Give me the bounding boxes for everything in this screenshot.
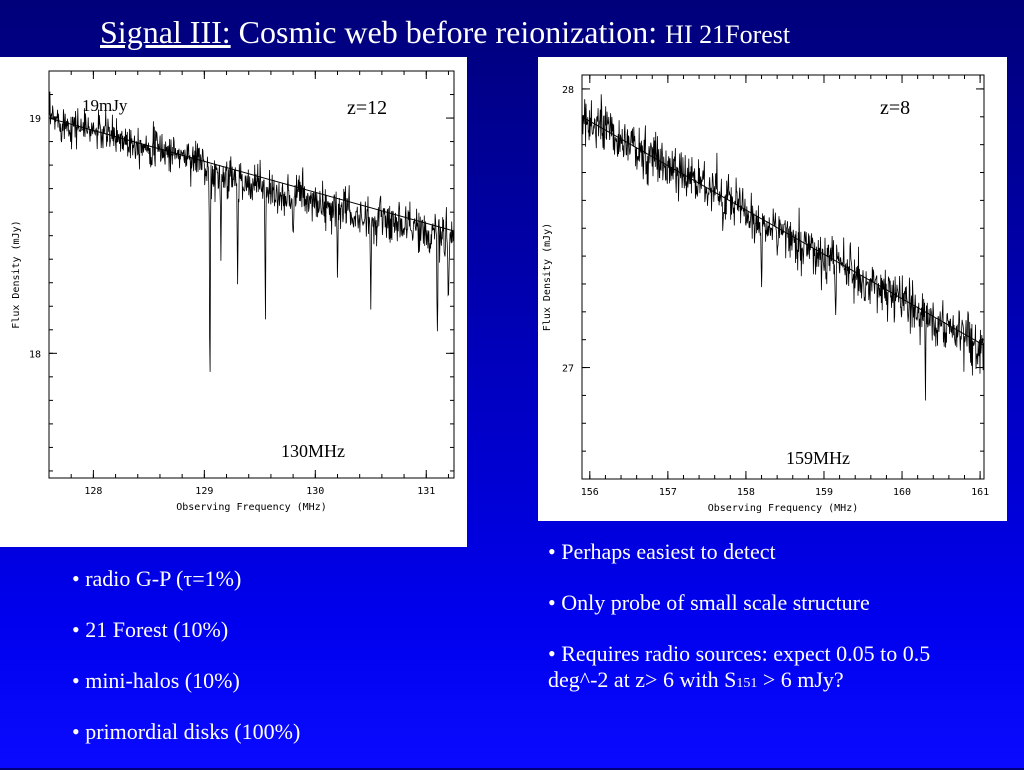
plot-frame	[581, 74, 985, 480]
y-axis-label: Flux Density (mJy)	[11, 220, 22, 328]
bullet-mini-halos: • mini-halos (10%)	[72, 668, 240, 693]
chart-annotation: z=8	[880, 97, 910, 119]
x-tick-label: 128	[84, 486, 102, 497]
x-tick-label: 129	[195, 486, 213, 497]
spectrum-series	[48, 91, 455, 372]
chart-annotation: z=12	[347, 97, 387, 119]
y-tick-label: 28	[562, 85, 574, 96]
chart-panel-z12: 128 129 130 131 18 19 Observing Frequency (MHz…	[0, 57, 467, 547]
chart-panel-z8: 156 157 158 159 160 161 27 28 Observing Frequenc…	[538, 57, 1007, 521]
bullet-requires-text: • Requires radio sources: expect 0.05 to…	[548, 641, 931, 692]
x-tick-label: 158	[737, 487, 755, 498]
tau-symbol: τ	[183, 566, 193, 591]
title-hi-forest: HI 21Forest	[665, 20, 791, 49]
title-signal-label: Signal III:	[100, 14, 231, 50]
bullet-radio-gp-suffix: =1%)	[192, 566, 242, 591]
bullet-21-forest: • 21 Forest (10%)	[72, 617, 229, 642]
x-tick-label: 161	[971, 487, 989, 498]
plot-frame	[48, 70, 455, 479]
bullet-requires-tail: > 6 mJy?	[757, 667, 844, 692]
x-axis-label: Observing Frequency (MHz)	[708, 503, 859, 514]
bullet-requires-sources: • Requires radio sources: expect 0.05 to…	[548, 641, 978, 697]
chart-annotation: 130MHz	[281, 441, 345, 461]
x-tick-label: 159	[815, 487, 833, 498]
y-tick-label: 18	[29, 349, 41, 360]
chart-z12: 128 129 130 131 18 19 Observing Frequency (MHz…	[11, 70, 455, 513]
y-tick-label: 27	[562, 364, 574, 375]
y-axis-label: Flux Density (mJy)	[542, 223, 553, 331]
slide-title: Signal III: Cosmic web before reionizati…	[100, 10, 1000, 57]
x-tick-label: 130	[306, 486, 324, 497]
chart-annotation: 19mJy	[82, 96, 128, 115]
chart-annotation: 159MHz	[786, 448, 850, 468]
y-tick-label: 19	[29, 114, 41, 125]
x-tick-label: 156	[581, 487, 599, 498]
x-tick-label: 157	[659, 487, 677, 498]
spectrum-series	[581, 94, 985, 401]
x-tick-label: 131	[417, 486, 435, 497]
bullet-list-left: • radio G-P (τ=1%) • 21 Forest (10%) • m…	[72, 566, 452, 770]
subscript-151: 151	[736, 676, 758, 691]
bullet-small-scale: • Only probe of small scale structure	[548, 590, 870, 615]
bullet-easiest: • Perhaps easiest to detect	[548, 539, 776, 564]
bullet-list-right: • Perhaps easiest to detect • Only probe…	[548, 539, 978, 722]
title-main: Cosmic web before reionization:	[230, 14, 666, 50]
bullet-radio-gp-prefix: • radio G-P (	[72, 566, 184, 591]
chart-z8: 156 157 158 159 160 161 27 28 Observing Frequenc…	[542, 74, 989, 514]
bullet-radio-gp: • radio G-P (τ=1%)	[72, 566, 452, 592]
x-axis-label: Observing Frequency (MHz)	[176, 502, 327, 513]
x-tick-label: 160	[893, 487, 911, 498]
bullet-primordial-disks: • primordial disks (100%)	[72, 719, 301, 744]
